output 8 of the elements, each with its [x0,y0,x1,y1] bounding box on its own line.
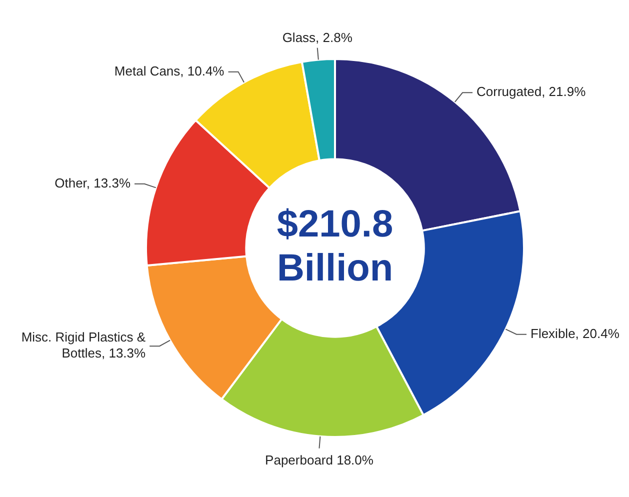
slice-label: Corrugated, 21.9% [476,84,586,100]
slice-label: Misc. Rigid Plastics & Bottles, 13.3% [21,330,146,361]
slice-label: Glass, 2.8% [282,30,353,45]
slice-label: Other, 13.3% [54,175,131,190]
slice-label: Paperboard 18.0% [265,452,374,468]
slice-label: Metal Cans, 10.4% [114,63,225,78]
slice-label: Flexible, 20.4% [530,326,620,341]
text: $210.8 Billion [276,203,394,290]
